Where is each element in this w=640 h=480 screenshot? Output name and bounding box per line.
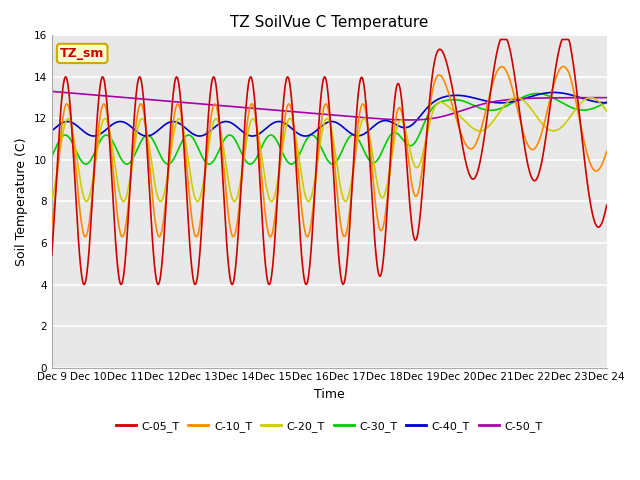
Text: TZ_sm: TZ_sm: [60, 47, 104, 60]
Legend: C-05_T, C-10_T, C-20_T, C-30_T, C-40_T, C-50_T: C-05_T, C-10_T, C-20_T, C-30_T, C-40_T, …: [111, 416, 547, 436]
Y-axis label: Soil Temperature (C): Soil Temperature (C): [15, 137, 28, 266]
Title: TZ SoilVue C Temperature: TZ SoilVue C Temperature: [230, 15, 428, 30]
X-axis label: Time: Time: [314, 388, 344, 401]
